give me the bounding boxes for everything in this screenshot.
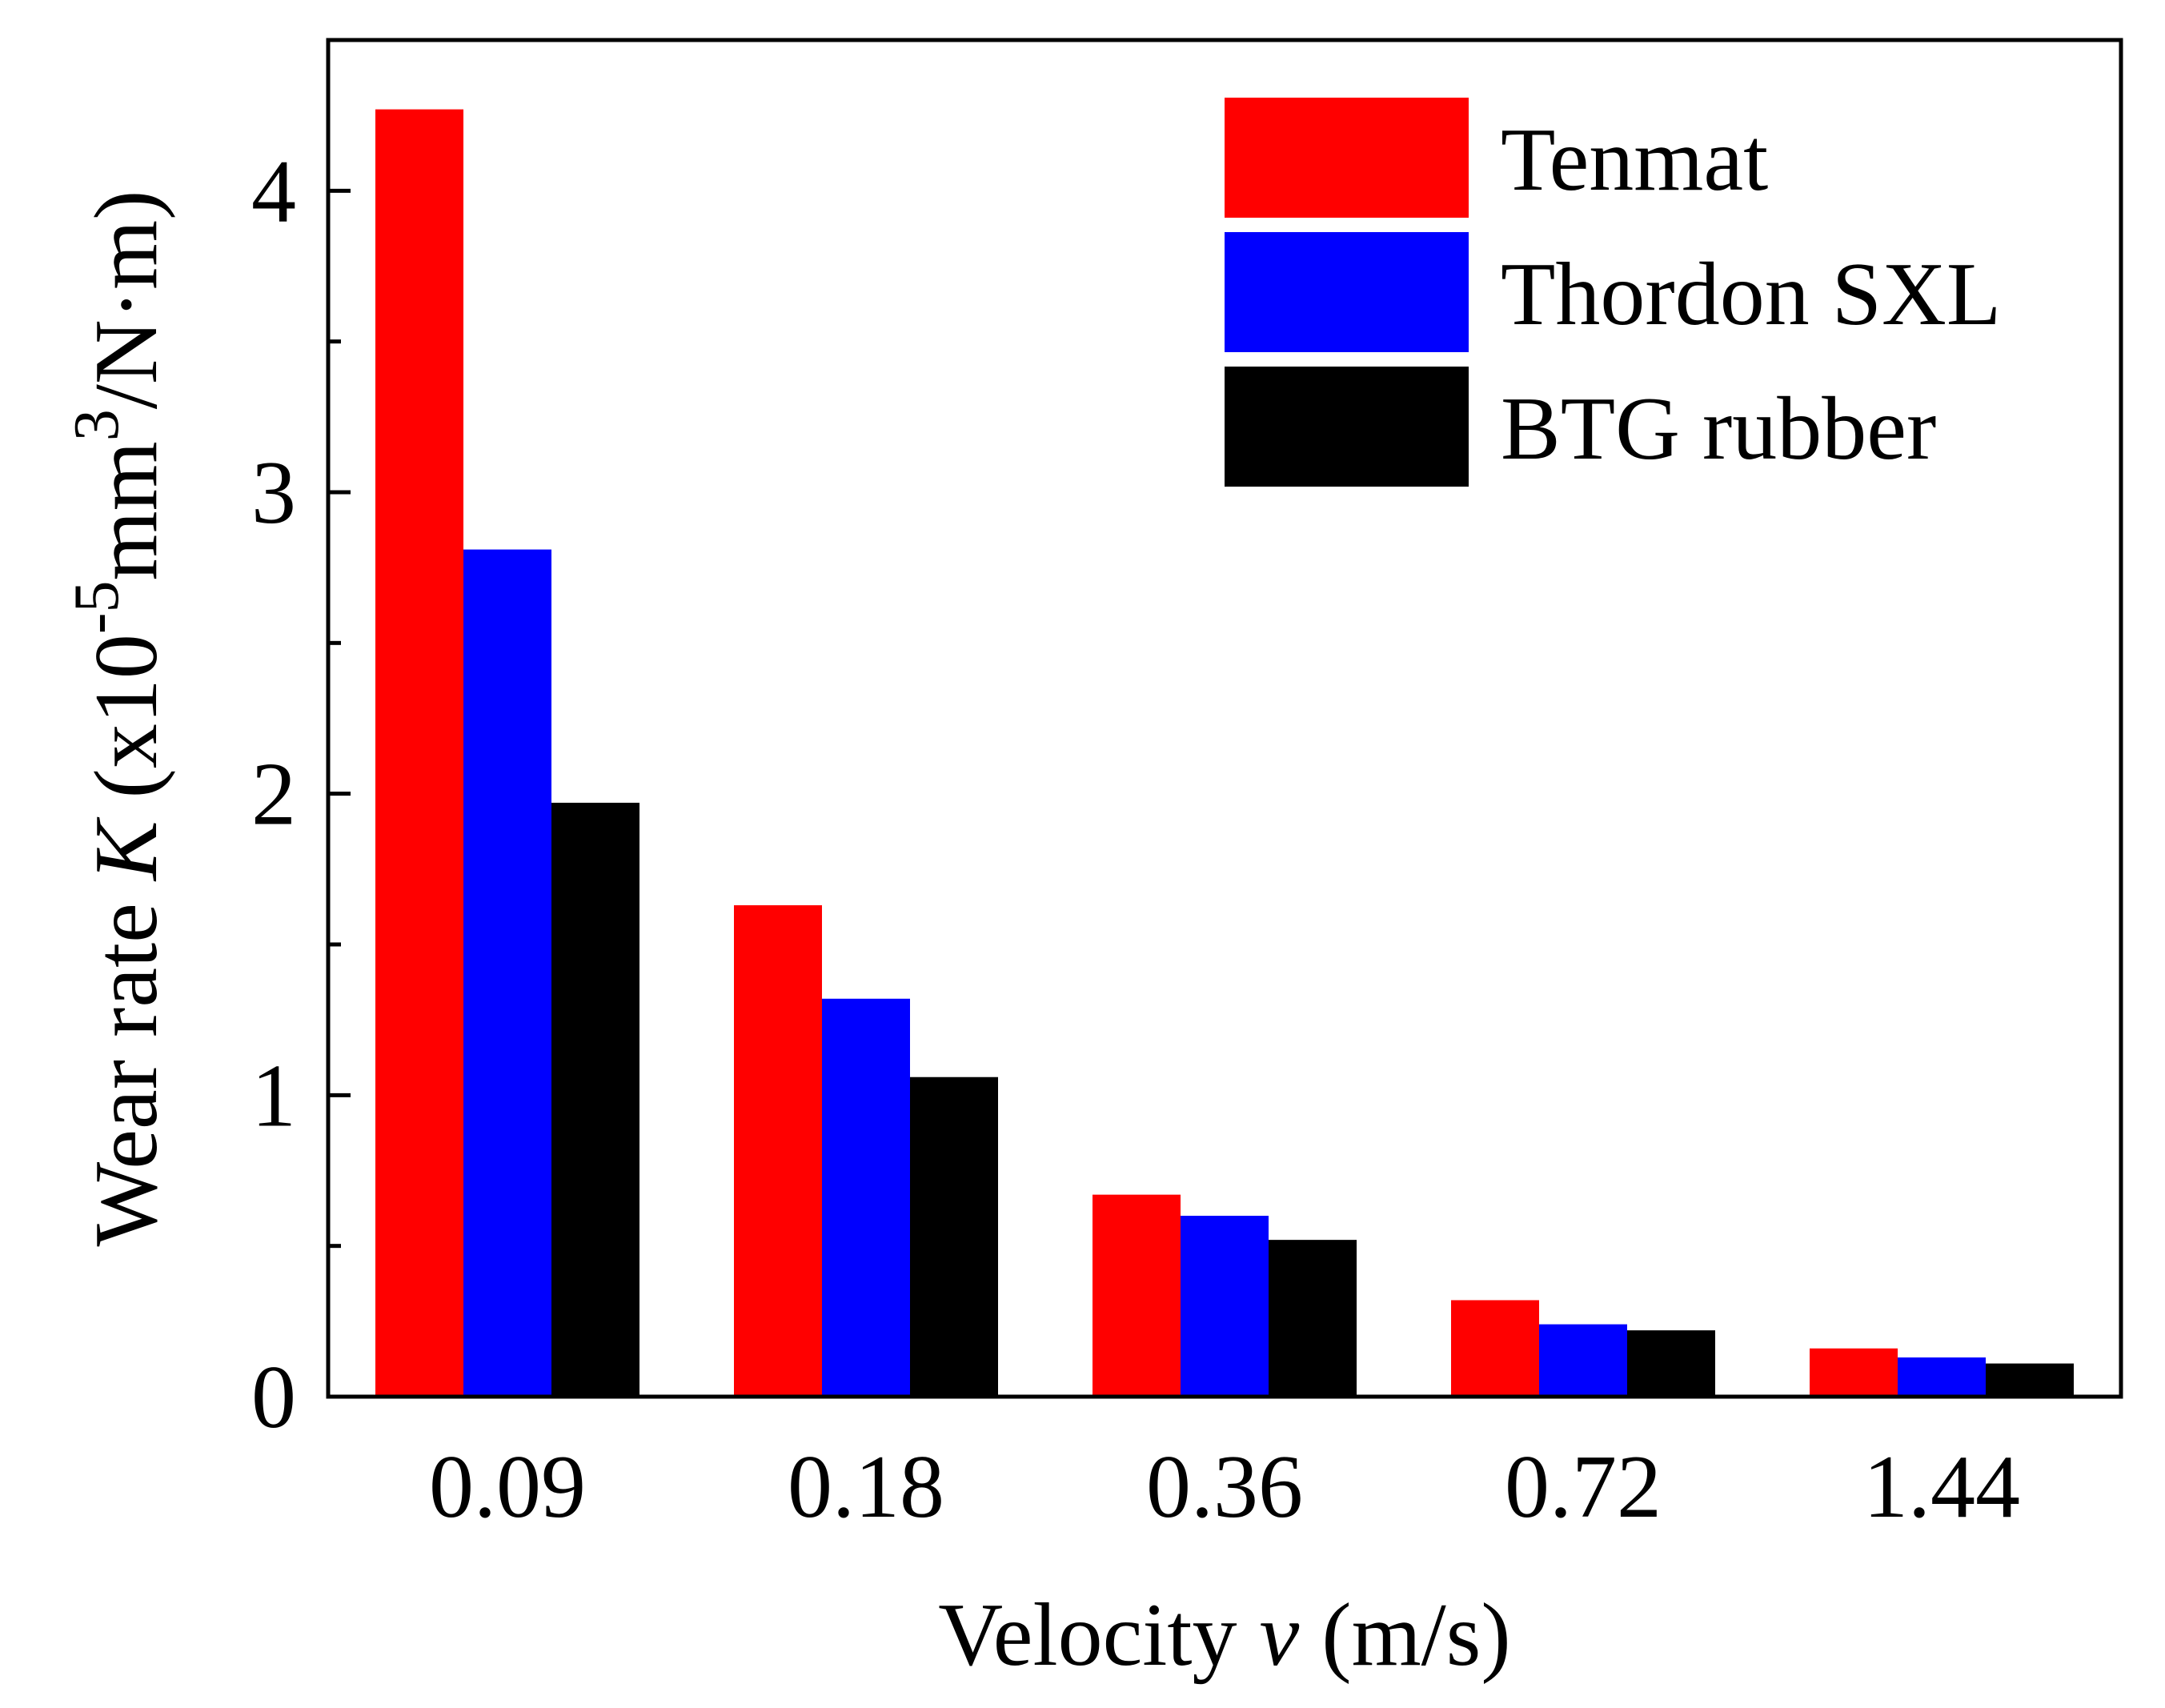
y-tick-label: 4 [251,142,296,241]
bar-btg-rubber-1.44 [1986,1363,2074,1397]
bar-tenmat-1.44 [1810,1348,1898,1397]
y-tick-label: 2 [251,745,296,844]
legend-label: Tenmat [1501,110,1768,210]
bar-thordon-sxl-1.44 [1898,1357,1986,1397]
bar-thordon-sxl-0.72 [1539,1324,1627,1397]
bar-btg-rubber-0.72 [1627,1330,1715,1397]
legend-swatch [1225,98,1469,218]
x-tick-label: 0.72 [1505,1437,1662,1537]
legend-item-tenmat: Tenmat [1225,98,1768,218]
bar-tenmat-0.18 [734,905,822,1397]
x-tick-label: 0.18 [788,1437,944,1537]
bar-tenmat-0.09 [375,109,463,1397]
legend-item-btg-rubber: BTG rubber [1225,367,1936,487]
x-axis-title: Velocity v (m/s) [938,1586,1510,1685]
bar-tenmat-0.72 [1451,1300,1539,1397]
x-tick-label: 1.44 [1863,1437,2020,1537]
bar-thordon-sxl-0.36 [1181,1216,1269,1397]
bar-thordon-sxl-0.09 [463,549,551,1397]
bar-btg-rubber-0.09 [551,802,639,1397]
y-tick-label: 3 [251,443,296,543]
y-tick-label: 1 [251,1046,296,1145]
legend-label: Thordon SXL [1501,245,2001,344]
legend-swatch [1225,367,1469,487]
bar-thordon-sxl-0.18 [822,998,910,1397]
bar-tenmat-0.36 [1093,1194,1181,1397]
legend-label: BTG rubber [1501,379,1936,479]
plot-frame [326,38,2123,1399]
bars-layer [375,109,2074,1397]
y-tick-label: 0 [251,1348,296,1447]
bar-btg-rubber-0.36 [1269,1240,1357,1397]
legend-item-thordon-sxl: Thordon SXL [1225,232,2001,352]
axis-ticks: 0 1 2 3 4 0.09 0.18 0.36 0.72 1.44 [251,142,2020,1537]
legend: Tenmat Thordon SXL BTG rubber [1225,98,2001,487]
x-tick-label: 0.36 [1146,1437,1303,1537]
bar-btg-rubber-0.18 [910,1077,998,1397]
legend-swatch [1225,232,1469,352]
x-tick-label: 0.09 [429,1437,586,1537]
y-axis-title: Wear rate K (x10-5mm3/N·m) [62,190,176,1247]
